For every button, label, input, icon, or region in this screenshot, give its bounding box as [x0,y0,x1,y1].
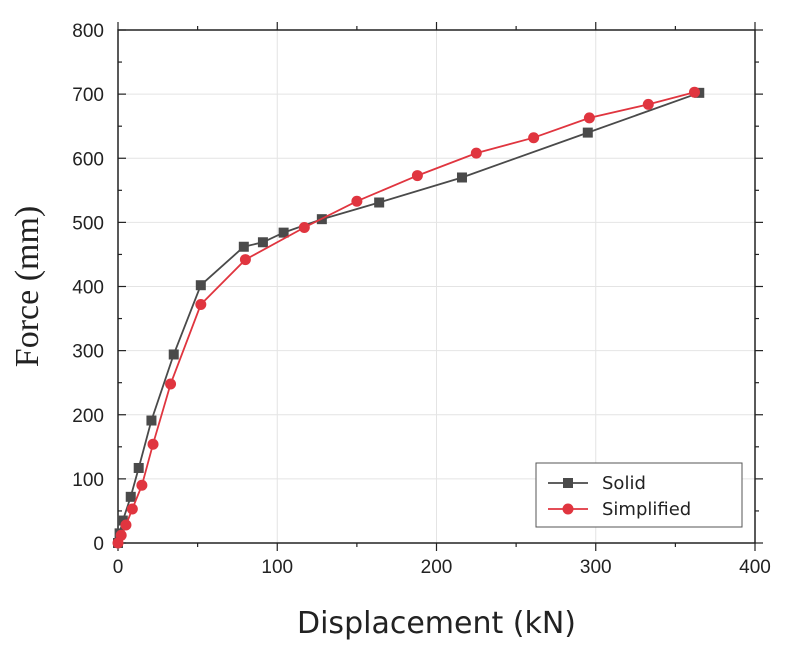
x-tick-label: 300 [580,557,612,578]
y-tick-label: 400 [72,278,104,299]
legend-marker-solid [563,478,573,488]
legend-item-simplified: Simplified [548,499,691,520]
legend-marker-simplified [562,503,574,515]
legend-box [535,462,743,528]
axis-ticks [117,22,763,551]
x-tick-label: 400 [739,557,771,578]
data-point-solid [168,349,179,360]
y-axis-label: Force (mm) [9,206,46,367]
data-point-solid [257,237,268,248]
data-point-simplified [126,503,138,515]
y-tick-label: 100 [72,470,104,491]
data-point-solid [278,227,289,238]
data-point-simplified [165,378,177,390]
x-tick-label: 100 [261,557,293,578]
legend-label-simplified: Simplified [602,499,691,520]
series-simplified [112,86,700,549]
y-tick-label: 500 [72,213,104,234]
data-point-solid [456,172,467,183]
series-line-solid [117,91,700,544]
data-point-solid [146,415,157,426]
x-axis-label: Displacement (kN) [297,606,576,641]
data-point-solid [195,280,206,291]
legend: Solid Simplified [535,462,743,528]
data-point-solid [133,462,144,473]
y-tick-label: 200 [72,406,104,427]
data-point-simplified [411,170,423,182]
x-tick-labels: 0 100 200 300 400 [113,557,771,578]
data-point-solid [125,491,136,502]
series-group [112,86,705,549]
y-tick-labels: 0 100 200 300 400 500 600 700 800 [72,21,104,555]
legend-label-solid: Solid [602,473,646,494]
data-point-simplified [583,112,595,124]
legend-items: Solid Simplified [548,473,691,520]
data-point-simplified [195,298,207,310]
legend-item-solid: Solid [548,473,646,494]
data-point-simplified [351,195,363,207]
data-point-simplified [528,132,540,144]
data-point-simplified [120,519,132,531]
data-point-solid [238,241,249,252]
data-point-solid [374,197,385,208]
data-point-simplified [239,254,251,266]
y-tick-label: 800 [72,21,104,42]
y-tick-label: 300 [72,342,104,363]
x-tick-label: 200 [421,557,453,578]
data-point-simplified [136,479,148,491]
data-point-simplified [470,147,482,159]
x-tick-label: 0 [113,557,124,578]
y-tick-label: 600 [72,149,104,170]
y-tick-label: 700 [72,85,104,106]
y-tick-label: 0 [93,534,104,555]
data-point-simplified [642,98,654,110]
data-point-solid [117,515,128,526]
data-point-solid [582,127,593,138]
data-point-simplified [115,529,127,541]
data-point-simplified [147,438,159,450]
data-point-simplified [688,86,700,98]
data-point-simplified [298,222,310,234]
